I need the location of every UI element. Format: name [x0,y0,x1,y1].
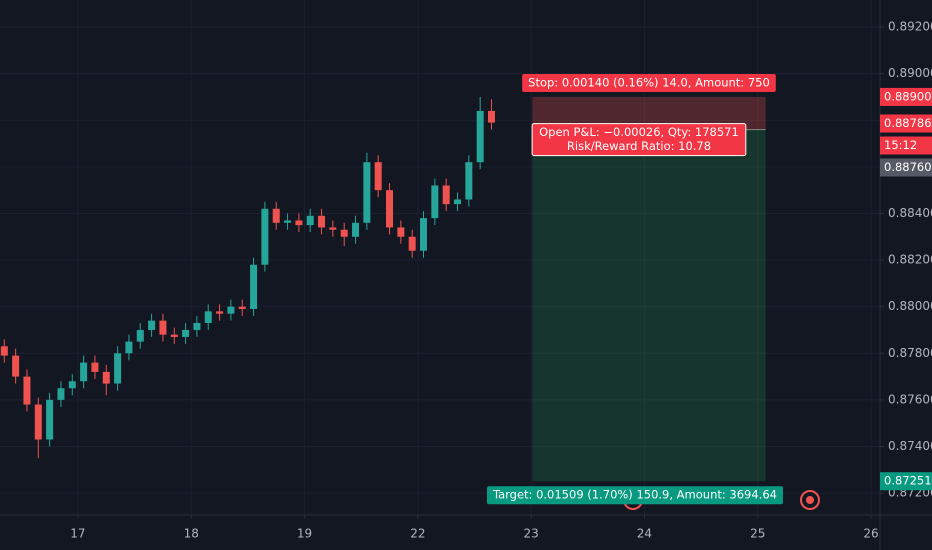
candle-body [68,381,76,389]
candle-body [23,376,31,405]
pnl-box: Open P&L: −0.00026, Qty: 178571Risk/Rewa… [531,123,747,157]
candle-body [125,341,133,354]
candle-body [295,220,303,226]
candle-body [0,346,8,356]
candle-body [397,227,405,237]
candle-body [431,185,439,219]
candle-body [442,185,450,205]
candle-body [318,215,326,228]
x-tick-label: 25 [750,527,765,541]
candle-body [329,227,337,230]
countdown-bg [880,136,932,155]
candle-body [136,329,144,342]
pnl-label: Open P&L: −0.00026, Qty: 178571 [539,125,739,139]
candle-body [374,162,382,191]
candle-body [227,306,235,314]
stop-label-box: Stop: 0.00140 (0.16%) 14.0, Amount: 750 [522,73,776,92]
candle-body [306,215,314,226]
candle-body [487,110,495,123]
x-tick-label: 24 [637,527,652,541]
candle-body [216,311,224,314]
x-tick-label: 22 [410,527,425,541]
entry-price-bg [880,158,932,177]
candle-body [80,362,88,382]
current-price-bg [880,114,932,133]
candle-body [363,162,371,223]
stop-label-bg [522,73,776,92]
x-tick-label: 18 [184,527,199,541]
candle-body [420,218,428,251]
current-price: 0.88786 [884,116,932,130]
candle-body [284,220,292,223]
event-icon[interactable] [800,490,820,510]
grid [0,0,880,515]
pnl-bg [531,123,747,157]
stop-price: 0.88900 [884,89,932,103]
target-label-bg [486,486,783,505]
candle-body [91,362,99,372]
candle-body [46,399,54,440]
candle-body [476,110,484,163]
entry-price: 0.88760 [884,160,932,174]
ratio-label: Risk/Reward Ratio: 10.78 [567,139,711,153]
candle-body [159,320,167,335]
candle-body [170,334,178,337]
candle-body [454,199,462,205]
candle-body [102,371,110,384]
stop-label: Stop: 0.00140 (0.16%) 14.0, Amount: 750 [528,75,770,89]
candle-body [238,306,246,309]
candle-body [340,229,348,237]
x-tick-label: 19 [297,527,312,541]
candle-body [34,404,42,440]
candle-body [12,355,20,377]
candle-body [114,353,122,384]
candle-body [352,222,360,237]
stop-price-bg [880,87,932,106]
target-price: 0.87251 [884,474,932,488]
candle-body [182,329,190,337]
x-tick-label: 23 [524,527,539,541]
candle-body [386,190,394,228]
candle-body [204,311,212,323]
x-tick-label: 17 [70,527,85,541]
target-label: Target: 0.01509 (1.70%) 150.9, Amount: 3… [492,488,777,502]
countdown: 15:12 [884,138,917,152]
candle-body [272,208,280,223]
target-label-box: Target: 0.01509 (1.70%) 150.9, Amount: 3… [486,486,783,505]
candle-body [465,162,473,200]
candle-body [57,388,65,400]
candle-body [250,264,258,309]
target-price-bg [880,472,932,491]
y-tick-label: 0.89200 [888,20,932,34]
candle-body [261,208,269,265]
candle-body [408,236,416,251]
candle-body [193,322,201,330]
candle-body [148,320,156,330]
x-tick-label: 26 [863,527,878,541]
target-zone [532,129,766,482]
